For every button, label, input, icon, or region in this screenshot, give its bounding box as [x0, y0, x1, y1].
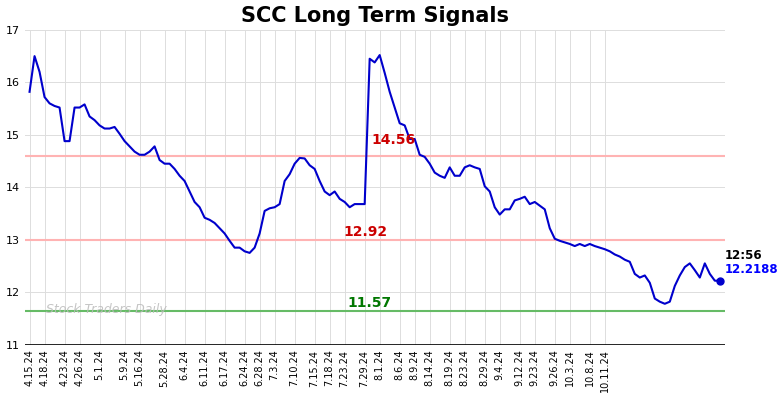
Text: 14.56: 14.56: [372, 133, 416, 147]
Text: 11.57: 11.57: [347, 296, 391, 310]
Title: SCC Long Term Signals: SCC Long Term Signals: [241, 6, 509, 25]
Text: Stock Traders Daily: Stock Traders Daily: [45, 303, 166, 316]
Text: 12.2188: 12.2188: [725, 263, 779, 276]
Text: 12:56: 12:56: [725, 249, 763, 262]
Text: 12.92: 12.92: [343, 224, 388, 238]
